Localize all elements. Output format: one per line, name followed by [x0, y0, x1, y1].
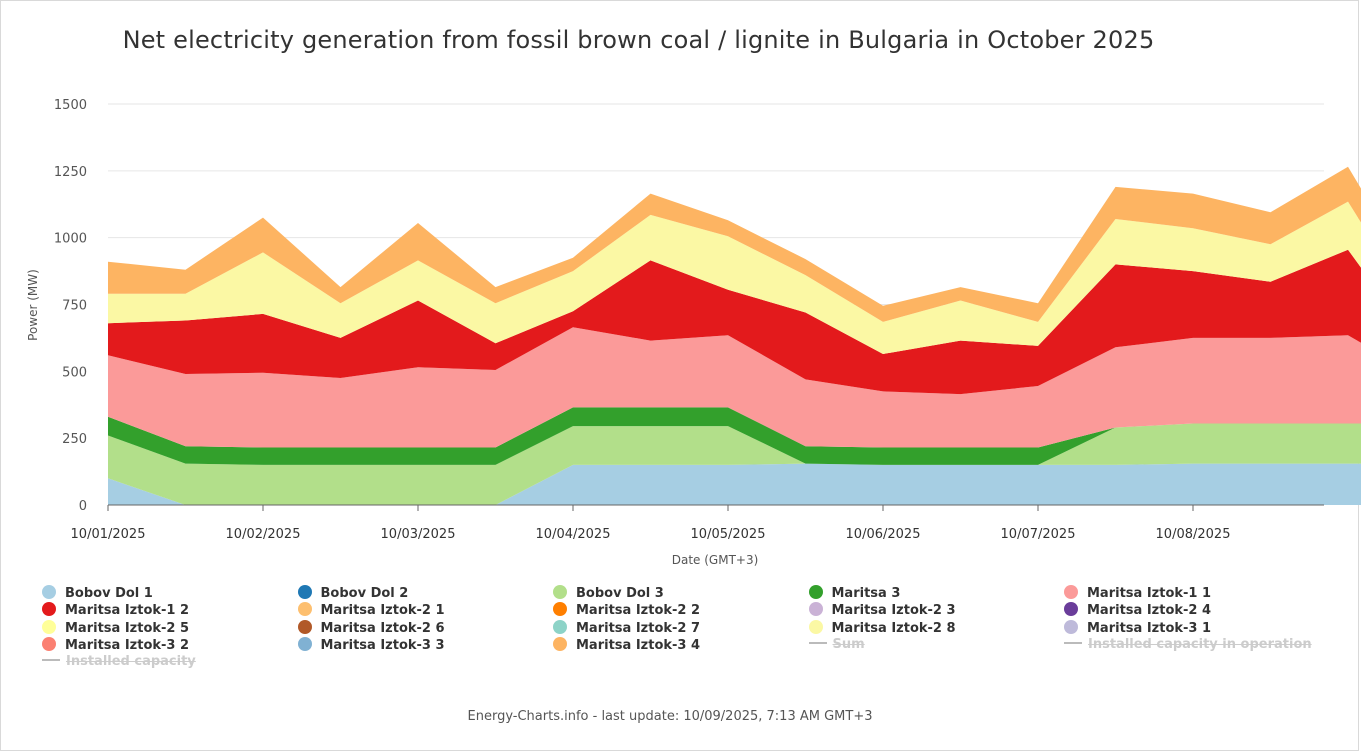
legend-dot-icon	[42, 602, 56, 617]
area-layer	[108, 166, 1361, 506]
legend-item-installed-capacity-in-operation[interactable]: Installed capacity in operation	[1064, 637, 1312, 654]
legend-label: Maritsa Iztok-3 1	[1087, 620, 1212, 636]
area-maritsa-iztok-2-8[interactable]	[108, 201, 1361, 354]
legend-item-maritsa-iztok-3-2[interactable]: Maritsa Iztok-3 2	[42, 636, 190, 654]
legend-item-bobov-dol-1[interactable]: Bobov Dol 1	[42, 585, 153, 602]
legend-label: Maritsa Iztok-2 5	[65, 620, 190, 636]
legend-dot-icon	[297, 585, 312, 599]
legend-item-bobov-dol-3[interactable]: Bobov Dol 3	[553, 585, 664, 602]
legend-dot-icon	[553, 585, 567, 599]
x-axis-label: Date (GMT+3)	[672, 553, 759, 567]
legend-dot-icon	[553, 602, 567, 617]
legend-dot-icon	[808, 602, 823, 617]
legend-label: Maritsa Iztok-2 2	[576, 603, 701, 619]
legend-item-maritsa-3[interactable]: Maritsa 3	[808, 585, 901, 602]
legend-item-maritsa-iztok-2-2[interactable]: Maritsa Iztok-2 2	[553, 602, 700, 619]
y-tick-label: 1250	[54, 165, 87, 180]
legend-dot-icon	[553, 636, 567, 651]
y-tick-label: 750	[62, 299, 87, 314]
legend-label: Maritsa Iztok-2 4	[1087, 603, 1212, 619]
legend-dot-icon	[297, 636, 312, 651]
y-tick-label: 500	[62, 365, 87, 380]
x-tick-label: 10/02/2025	[226, 527, 301, 542]
legend-label: Maritsa Iztok-2 1	[320, 603, 445, 619]
x-tick-label: 10/03/2025	[381, 527, 456, 542]
legend-dot-icon	[297, 619, 312, 634]
legend-label: Maritsa Iztok-2 6	[320, 620, 445, 636]
legend-dot-icon	[808, 585, 823, 599]
legend-line-icon	[42, 659, 60, 662]
legend-item-maritsa-iztok-2-3[interactable]: Maritsa Iztok-2 3	[808, 602, 956, 619]
legend-label: Maritsa Iztok-2 8	[831, 620, 956, 636]
legend-label: Maritsa Iztok-3 4	[576, 637, 701, 653]
legend-label: Maritsa 3	[831, 586, 901, 601]
legend-dot-icon	[42, 619, 56, 634]
x-tick-label: 10/06/2025	[846, 527, 921, 542]
x-tick-label: 10/07/2025	[1001, 527, 1076, 542]
area-bobov-dol-1[interactable]	[108, 463, 1361, 505]
y-tick-label: 0	[79, 499, 87, 514]
legend-label: Installed capacity in operation	[1088, 636, 1312, 652]
legend-label: Maritsa Iztok-1 2	[65, 603, 190, 619]
area-maritsa-3[interactable]	[108, 407, 1361, 465]
legend-item-maritsa-iztok-2-5[interactable]: Maritsa Iztok-2 5	[42, 619, 190, 637]
x-tick-label: 10/05/2025	[691, 527, 766, 542]
legend-line-icon	[1064, 641, 1082, 644]
legend-label: Maritsa Iztok-3 3	[320, 637, 445, 653]
legend-item-maritsa-iztok-2-7[interactable]: Maritsa Iztok-2 7	[553, 619, 701, 637]
legend-dot-icon	[1064, 602, 1078, 617]
y-tick-label: 1000	[54, 232, 87, 247]
y-axis-label: Power (MW)	[26, 269, 40, 341]
x-tick-label: 10/01/2025	[71, 527, 146, 542]
area-maritsa-iztok-1-2[interactable]	[108, 249, 1361, 395]
legend-item-sum[interactable]: Sum	[808, 636, 865, 654]
legend-line-icon	[808, 641, 827, 644]
area-maritsa-iztok-1-1[interactable]	[108, 327, 1361, 448]
legend-label: Maritsa Iztok-2 3	[831, 603, 956, 619]
legend-label: Maritsa Iztok-1 1	[1087, 586, 1212, 601]
legend-label: Bobov Dol 2	[320, 586, 409, 601]
legend-dot-icon	[808, 619, 823, 634]
legend-dot-icon	[42, 636, 56, 651]
legend-item-maritsa-iztok-2-6[interactable]: Maritsa Iztok-2 6	[297, 619, 445, 637]
legend-label: Installed capacity	[66, 654, 196, 670]
legend-dot-icon	[1064, 585, 1078, 599]
legend-item-installed-capacity[interactable]: Installed capacity	[42, 654, 196, 671]
legend-label: Sum	[832, 636, 865, 652]
axis-layer: 0 250 500 750 1000 1250 1500 10/01/2025 10/02/20…	[54, 98, 1324, 542]
legend-item-bobov-dol-2[interactable]: Bobov Dol 2	[297, 585, 409, 602]
legend-item-maritsa-iztok-3-1[interactable]: Maritsa Iztok-3 1	[1064, 619, 1212, 637]
legend-item-maritsa-iztok-3-3[interactable]: Maritsa Iztok-3 3	[297, 636, 445, 654]
legend-dot-icon	[42, 585, 56, 599]
legend-item-maritsa-iztok-1-1[interactable]: Maritsa Iztok-1 1	[1064, 585, 1211, 602]
legend-item-maritsa-iztok-1-2[interactable]: Maritsa Iztok-1 2	[42, 602, 189, 619]
legend-label: Maritsa Iztok-2 7	[576, 620, 701, 636]
y-tick-label: 250	[62, 432, 87, 447]
legend-dot-icon	[553, 619, 567, 634]
legend-label: Bobov Dol 3	[576, 586, 664, 601]
area-bobov-dol-3[interactable]	[108, 423, 1361, 506]
chart-title: Net electricity generation from fossil b…	[122, 26, 1155, 54]
legend-item-maritsa-iztok-2-1[interactable]: Maritsa Iztok-2 1	[297, 602, 445, 619]
x-tick-label: 10/08/2025	[1156, 527, 1231, 542]
credits-text: Energy-Charts.info - last update: 10/09/…	[467, 709, 873, 724]
x-tick-label: 10/04/2025	[536, 527, 611, 542]
legend-dot-icon	[297, 602, 312, 617]
legend-item-maritsa-iztok-3-4[interactable]: Maritsa Iztok-3 4	[553, 636, 701, 654]
legend-item-maritsa-iztok-2-4[interactable]: Maritsa Iztok-2 4	[1064, 602, 1211, 619]
legend-item-maritsa-iztok-2-8[interactable]: Maritsa Iztok-2 8	[808, 619, 956, 637]
legend-label: Bobov Dol 1	[65, 586, 153, 601]
y-tick-label: 1500	[54, 98, 87, 113]
legend-dot-icon	[1064, 619, 1078, 634]
legend-label: Maritsa Iztok-3 2	[65, 637, 190, 653]
